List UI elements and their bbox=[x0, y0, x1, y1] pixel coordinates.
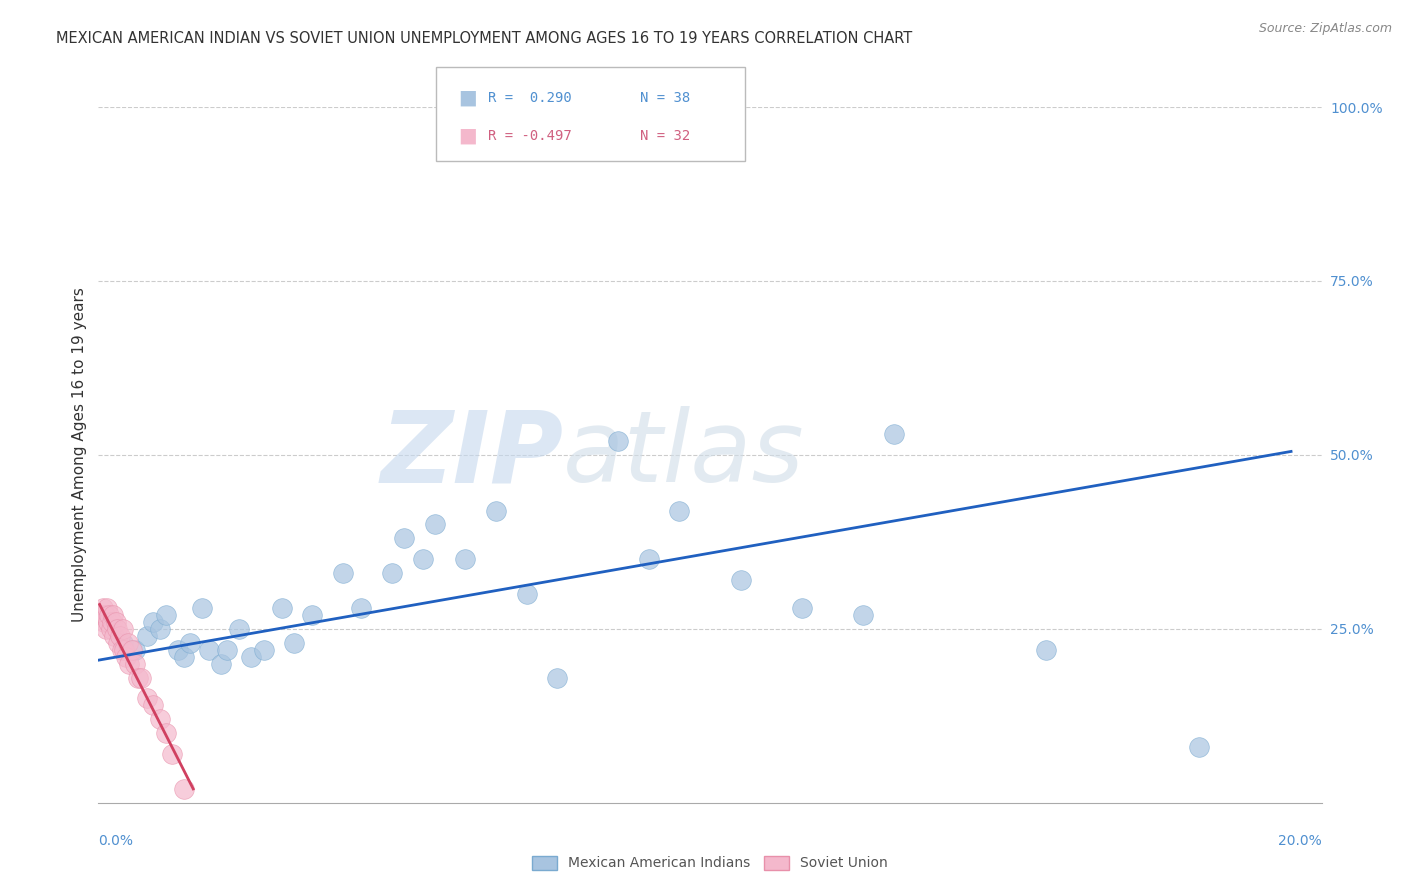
Point bbox=[94, 622, 117, 636]
Point bbox=[516, 587, 538, 601]
Point bbox=[883, 427, 905, 442]
Point bbox=[117, 636, 139, 650]
Point bbox=[852, 607, 875, 622]
Point bbox=[111, 642, 134, 657]
Point bbox=[124, 642, 146, 657]
Point bbox=[121, 642, 143, 657]
Point bbox=[197, 642, 219, 657]
Point bbox=[129, 671, 152, 685]
Point bbox=[454, 552, 477, 566]
Point bbox=[790, 601, 813, 615]
Text: N = 38: N = 38 bbox=[640, 91, 690, 105]
Point bbox=[103, 629, 125, 643]
Point bbox=[160, 747, 183, 761]
Point bbox=[105, 622, 128, 636]
Point bbox=[107, 636, 129, 650]
Text: 20.0%: 20.0% bbox=[1278, 834, 1322, 848]
Point bbox=[101, 607, 124, 622]
Point bbox=[228, 622, 250, 636]
Point bbox=[112, 642, 135, 657]
Text: 0.0%: 0.0% bbox=[98, 834, 134, 848]
Point bbox=[546, 671, 568, 685]
Point bbox=[412, 552, 434, 566]
Point bbox=[93, 607, 115, 622]
Point bbox=[173, 649, 195, 664]
Point bbox=[240, 649, 263, 664]
Point bbox=[252, 642, 274, 657]
Point bbox=[1035, 642, 1057, 657]
Y-axis label: Unemployment Among Ages 16 to 19 years: Unemployment Among Ages 16 to 19 years bbox=[72, 287, 87, 623]
Point bbox=[97, 615, 120, 629]
Point bbox=[136, 691, 159, 706]
Point bbox=[730, 573, 752, 587]
Point bbox=[155, 607, 177, 622]
Point bbox=[108, 629, 131, 643]
Point bbox=[485, 503, 508, 517]
Point bbox=[115, 649, 138, 664]
Point bbox=[155, 726, 177, 740]
Point bbox=[179, 636, 201, 650]
Point bbox=[149, 622, 172, 636]
Point bbox=[127, 671, 149, 685]
Point bbox=[142, 698, 165, 713]
Text: atlas: atlas bbox=[564, 407, 804, 503]
Point bbox=[392, 532, 416, 546]
Text: MEXICAN AMERICAN INDIAN VS SOVIET UNION UNEMPLOYMENT AMONG AGES 16 TO 19 YEARS C: MEXICAN AMERICAN INDIAN VS SOVIET UNION … bbox=[56, 31, 912, 46]
Point bbox=[1188, 740, 1211, 755]
Point bbox=[668, 503, 690, 517]
Point bbox=[124, 657, 146, 671]
Point bbox=[350, 601, 373, 615]
Point bbox=[142, 615, 165, 629]
Text: Source: ZipAtlas.com: Source: ZipAtlas.com bbox=[1258, 22, 1392, 36]
Point bbox=[215, 642, 238, 657]
Point bbox=[167, 642, 190, 657]
Point bbox=[332, 566, 354, 581]
Point bbox=[270, 601, 294, 615]
Legend: Mexican American Indians, Soviet Union: Mexican American Indians, Soviet Union bbox=[526, 850, 894, 876]
Point bbox=[91, 601, 114, 615]
Point bbox=[96, 601, 118, 615]
Point bbox=[301, 607, 323, 622]
Point bbox=[149, 712, 172, 726]
Point bbox=[101, 615, 124, 629]
Point bbox=[381, 566, 404, 581]
Point bbox=[90, 607, 112, 622]
Point bbox=[283, 636, 305, 650]
Point bbox=[209, 657, 232, 671]
Point bbox=[104, 615, 127, 629]
Text: ZIP: ZIP bbox=[380, 407, 564, 503]
Text: ▪: ▪ bbox=[457, 122, 478, 151]
Text: N = 32: N = 32 bbox=[640, 129, 690, 144]
Point bbox=[111, 636, 134, 650]
Point bbox=[98, 607, 121, 622]
Point bbox=[93, 615, 115, 629]
Point bbox=[173, 781, 195, 796]
Point bbox=[111, 622, 134, 636]
Text: ▪: ▪ bbox=[457, 84, 478, 112]
Point bbox=[136, 629, 159, 643]
Point bbox=[191, 601, 214, 615]
Point bbox=[100, 622, 122, 636]
Text: R =  0.290: R = 0.290 bbox=[488, 91, 572, 105]
Point bbox=[423, 517, 446, 532]
Point bbox=[607, 434, 630, 448]
Point bbox=[637, 552, 661, 566]
Text: R = -0.497: R = -0.497 bbox=[488, 129, 572, 144]
Point bbox=[118, 657, 141, 671]
